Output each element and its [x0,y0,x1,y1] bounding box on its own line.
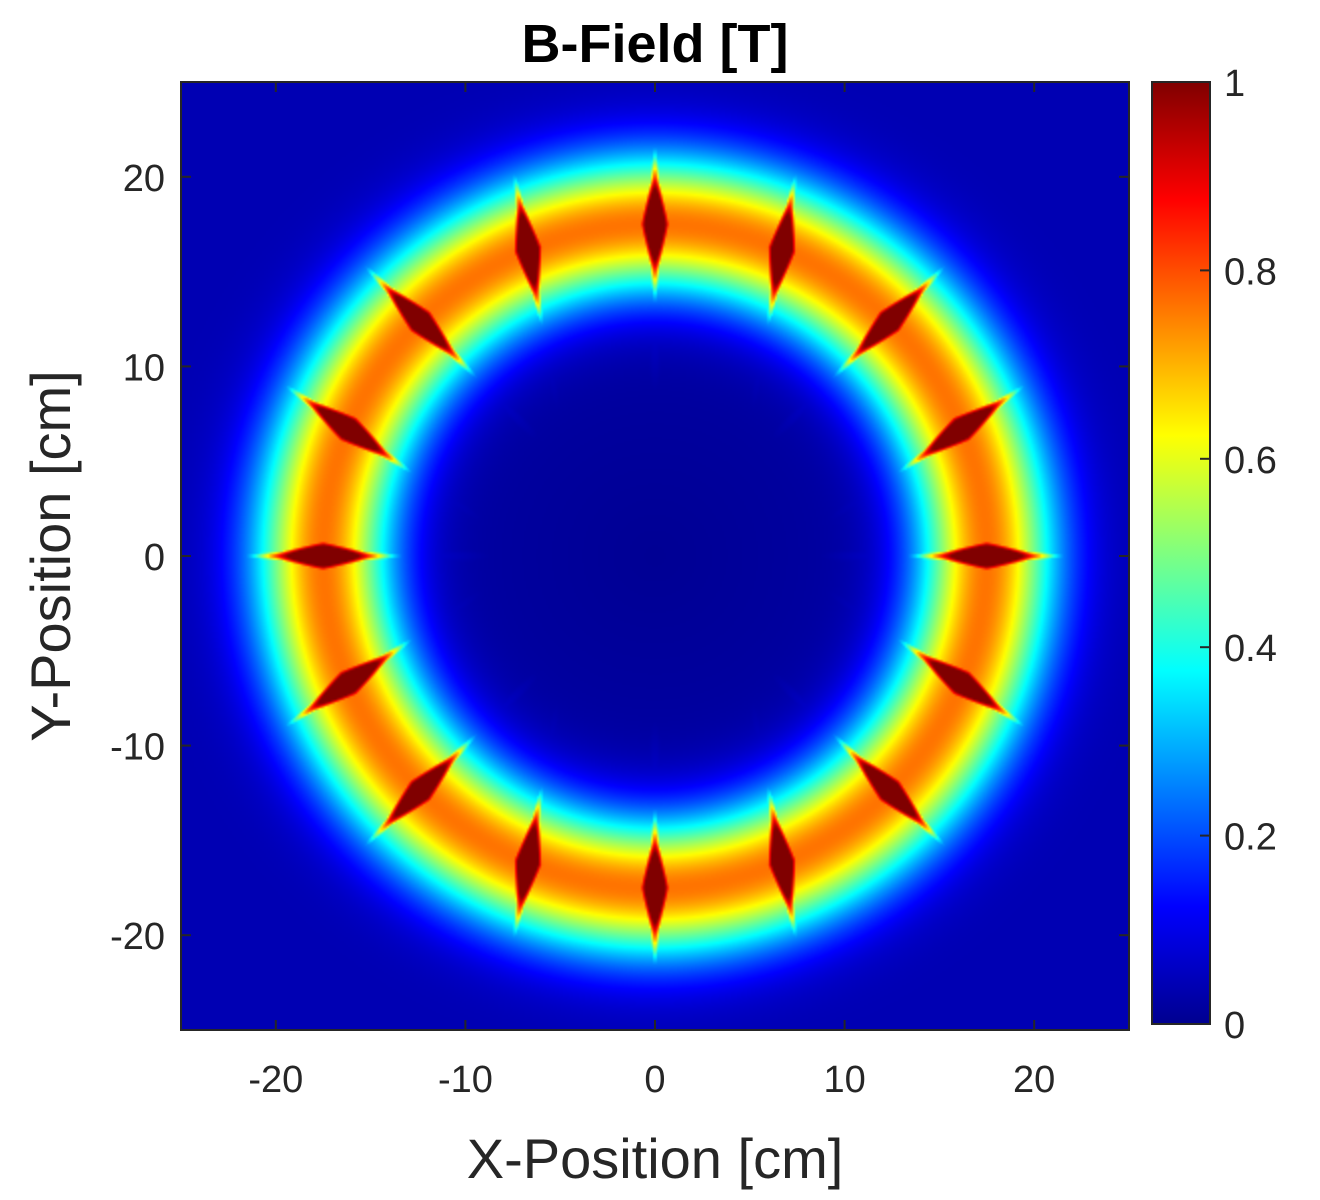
x-tick-label: 20 [1013,1059,1055,1101]
colorbar-gradient [1151,81,1211,1025]
colorbar: 0 0.2 0.4 0.6 0.8 1 [1151,63,1277,1047]
y-tick-label: -10 [110,727,165,769]
colorbar-tick-label: 0.6 [1224,440,1277,482]
x-tick-label: 10 [823,1059,865,1101]
field-heatmap [181,82,1129,1030]
y-tick-label: 0 [144,537,165,579]
colorbar-tick-label: 0.8 [1224,251,1277,293]
y-tick-label: 10 [123,347,165,389]
colorbar-tick-label: 0.4 [1224,628,1277,670]
chart-title: B-Field [T] [522,14,789,74]
y-tick-label: 20 [123,158,165,200]
x-axis-label: X-Position [cm] [467,1127,844,1190]
y-axis-label: Y-Position [cm] [19,370,82,741]
y-axis: -20 -10 0 10 20 [110,158,1129,958]
colorbar-tick-label: 0 [1224,1005,1245,1047]
colorbar-tick-label: 1 [1224,63,1245,105]
x-tick-label: 0 [644,1059,665,1101]
colorbar-tick-label: 0.2 [1224,817,1277,859]
x-tick-label: -10 [438,1059,493,1101]
x-tick-label: -20 [248,1059,303,1101]
y-tick-label: -20 [110,916,165,958]
x-axis: -20 -10 0 10 20 [248,82,1055,1101]
plot-area [180,81,1130,1031]
colorbar-ticks: 0 0.2 0.4 0.6 0.8 1 [1200,63,1277,1047]
